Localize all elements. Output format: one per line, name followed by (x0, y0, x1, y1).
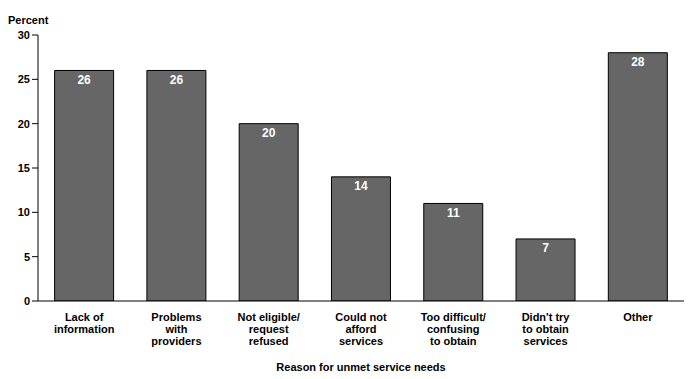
svg-text:Other: Other (623, 311, 653, 323)
svg-text:26: 26 (77, 73, 91, 87)
svg-text:Too difficult/confusingto obta: Too difficult/confusingto obtain (421, 311, 486, 347)
svg-text:28: 28 (631, 55, 645, 69)
svg-text:5: 5 (24, 251, 30, 263)
svg-text:20: 20 (18, 118, 30, 130)
svg-text:25: 25 (18, 73, 30, 85)
svg-text:10: 10 (18, 206, 30, 218)
svg-text:Not eligible/requestrefused: Not eligible/requestrefused (238, 311, 300, 347)
svg-text:26: 26 (170, 73, 184, 87)
svg-text:Lack ofinformation: Lack ofinformation (54, 311, 115, 335)
svg-text:14: 14 (354, 179, 368, 193)
svg-text:0: 0 (24, 295, 30, 307)
svg-text:Could notaffordservices: Could notaffordservices (335, 311, 387, 347)
svg-text:Problemswithproviders: Problemswithproviders (151, 311, 201, 347)
html-text:Percent: Percent (8, 14, 49, 26)
svg-text:20: 20 (262, 126, 276, 140)
svg-text:7: 7 (542, 241, 549, 255)
svg-text:Reason for unmet service needs: Reason for unmet service needs (276, 361, 445, 371)
svg-text:Didn't tryto obtainservices: Didn't tryto obtainservices (522, 311, 571, 347)
svg-text:15: 15 (18, 162, 30, 174)
svg-text:11: 11 (447, 206, 460, 220)
svg-text:30: 30 (18, 29, 30, 41)
